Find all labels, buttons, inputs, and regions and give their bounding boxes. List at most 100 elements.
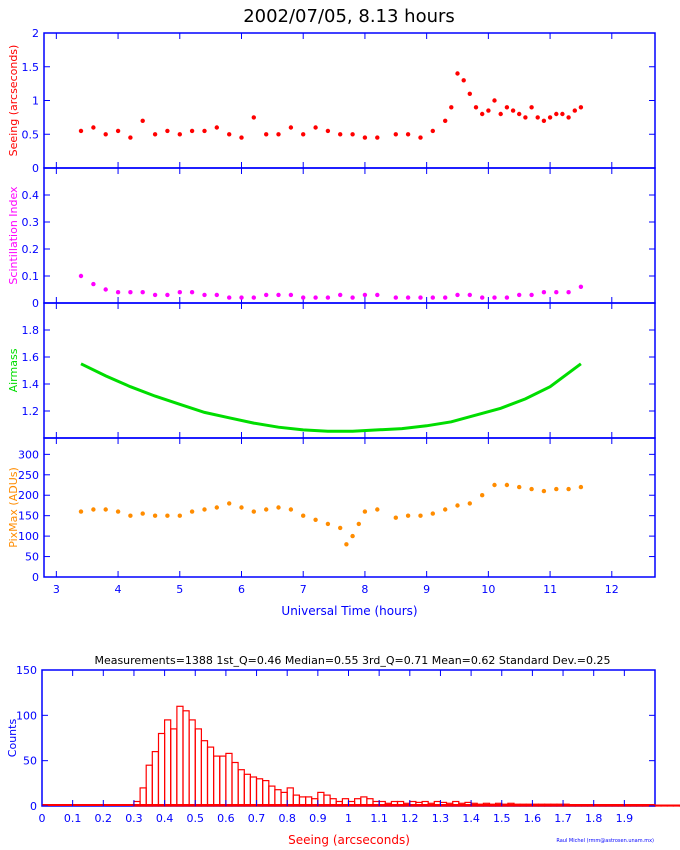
histogram-bar — [157, 732, 166, 807]
scintillation-point — [430, 295, 435, 300]
chart-title: 2002/07/05, 8.13 hours — [243, 6, 455, 27]
y-tick-label: 250 — [18, 469, 39, 482]
seeing-point — [578, 105, 584, 110]
scintillation-ylabel: Scintillation Index — [7, 186, 20, 285]
pixmax-point — [467, 501, 472, 506]
pixmax-point — [264, 507, 269, 512]
seeing-point — [152, 132, 158, 137]
seeing-point — [214, 125, 219, 130]
histogram-bar — [280, 791, 288, 807]
y-tick-label: 1.4 — [22, 378, 40, 391]
scintillation-point — [529, 292, 534, 298]
seeing-point — [498, 111, 503, 117]
scintillation-point — [264, 292, 269, 298]
seeing-point — [202, 128, 207, 134]
seeing-point — [227, 132, 232, 137]
seeing-point — [165, 128, 170, 134]
pixmax-point — [251, 509, 256, 514]
histogram-bar — [188, 719, 196, 807]
pixmax-point — [140, 511, 145, 516]
histogram-bar — [145, 764, 153, 807]
x-tick-label: 1.6 — [524, 812, 542, 825]
pixmax-point — [227, 501, 232, 506]
histogram-bar — [255, 778, 264, 807]
seeing-point — [547, 115, 553, 120]
pixmax-point — [214, 505, 219, 510]
histogram-ylabel: Counts — [6, 719, 19, 758]
x-tick-label: 1.2 — [401, 812, 419, 825]
scintillation-point — [517, 292, 522, 298]
histogram-bar — [200, 740, 209, 807]
y-tick-label: 300 — [18, 448, 39, 461]
histogram-bar — [237, 769, 245, 807]
x-axis-label: Universal Time (hours) — [281, 604, 417, 618]
histogram-bar — [219, 755, 227, 807]
scintillation-point — [455, 292, 460, 298]
scintillation-point — [78, 273, 84, 279]
scintillation-point — [541, 290, 547, 295]
x-tick-label: 0.5 — [187, 812, 205, 825]
y-tick-label: 0.1 — [22, 270, 40, 283]
scintillation-point — [325, 295, 331, 300]
y-tick-label: 1.5 — [22, 61, 40, 74]
histogram-bar — [654, 804, 662, 807]
scintillation-point — [227, 295, 232, 300]
pixmax-point — [517, 484, 522, 490]
seeing-point — [529, 105, 534, 110]
y-tick-label: 0.4 — [22, 189, 40, 202]
histogram-bar — [206, 746, 215, 807]
pixmax-point — [350, 533, 355, 539]
scintillation-point — [578, 284, 584, 289]
histogram-xlabel: Seeing (arcseconds) — [288, 833, 410, 847]
x-tick-label: 11 — [543, 583, 557, 596]
scintillation-point — [504, 295, 510, 300]
histogram-bar — [249, 776, 258, 807]
author-credit: Raul Michel (rmm@astrosen.unam.mx) — [556, 838, 654, 844]
scintillation-point — [239, 295, 244, 300]
x-tick-label: 0.6 — [217, 812, 235, 825]
seeing-point — [325, 128, 331, 134]
histogram-bar — [231, 761, 239, 807]
x-tick-label: 0.4 — [156, 812, 174, 825]
histogram-bar — [176, 705, 184, 807]
scintillation-frame — [43, 167, 656, 304]
pixmax-point — [504, 482, 510, 488]
pixmax-point — [554, 486, 559, 492]
seeing-point — [338, 132, 343, 137]
seeing-ylabel: Seeing (arcseconds) — [7, 45, 20, 157]
y-tick-label: 100 — [16, 709, 37, 722]
y-tick-label: 0 — [32, 162, 39, 175]
x-tick-label: 0.8 — [278, 812, 296, 825]
seeing-point — [572, 108, 577, 113]
seeing-point — [350, 132, 355, 137]
pixmax-panel: 0 50 100 150 200 250 300 PixMax (ADUs) 3 4 5 6 7 8 9 10… — [7, 437, 656, 618]
scintillation-point — [362, 292, 368, 298]
seeing-point — [288, 125, 294, 130]
seeing-point — [455, 71, 460, 76]
pixmax-point — [529, 486, 534, 492]
y-tick-label: 2 — [32, 27, 39, 40]
seeing-point — [405, 132, 411, 137]
pixmax-point — [338, 525, 343, 531]
scintillation-point — [103, 287, 108, 292]
pixmax-point — [288, 507, 294, 512]
seeing-point — [492, 98, 497, 103]
x-tick-label: 1.7 — [554, 812, 572, 825]
histogram-bar — [139, 787, 147, 807]
scintillation-point — [313, 295, 318, 300]
scintillation-point — [492, 295, 497, 300]
pixmax-point — [344, 542, 349, 547]
scintillation-point — [418, 295, 423, 300]
pixmax-point — [356, 521, 361, 527]
seeing-point — [251, 115, 256, 120]
time-series-panels: 0 0.5 1 1.5 2 Seeing (arcseconds) 0 0.1 0.2 0.3 0.… — [7, 27, 656, 618]
x-tick-label: 5 — [176, 583, 183, 596]
pixmax-point — [115, 509, 121, 514]
seeing-frame — [43, 32, 656, 169]
pixmax-point — [301, 513, 306, 518]
histogram-bar — [225, 752, 233, 807]
x-tick-label: 9 — [423, 583, 430, 596]
seeing-point — [566, 115, 571, 120]
